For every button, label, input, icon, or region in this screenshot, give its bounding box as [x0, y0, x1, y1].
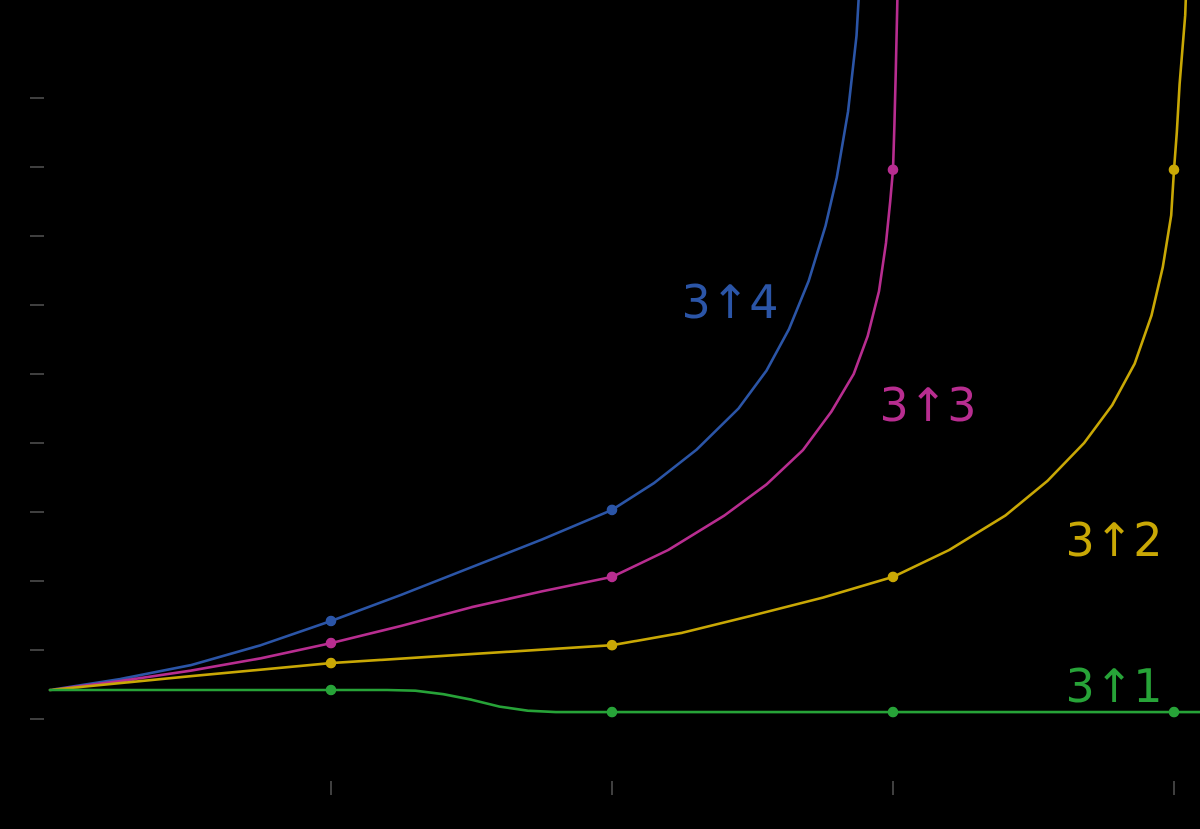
curve-label-3-up-1: 3↑1 [1065, 659, 1162, 713]
curve-label-3-up-4: 3↑4 [681, 275, 778, 329]
marker-dot-3-up-1 [606, 706, 618, 718]
curve-label-3-up-3: 3↑3 [879, 378, 976, 432]
marker-dot-3-up-1 [1168, 706, 1180, 718]
curve-3-up-3 [48, 0, 899, 692]
marker-dot-3-up-3 [325, 637, 337, 649]
marker-dot-3-up-2 [606, 639, 618, 651]
marker-dot-3-up-3 [887, 164, 899, 176]
marker-dot-3-up-2 [887, 571, 899, 583]
curve-3-up-1 [48, 688, 1200, 714]
marker-dot-3-up-4 [325, 615, 337, 627]
marker-dot-3-up-1 [887, 706, 899, 718]
marker-dot-3-up-1 [325, 684, 337, 696]
marker-dot-3-up-3 [606, 571, 618, 583]
curve-label-3-up-2: 3↑2 [1065, 513, 1162, 567]
curve-3-up-2 [48, 0, 1188, 692]
marker-dot-3-up-2 [325, 657, 337, 669]
curve-3-up-4 [48, 0, 860, 692]
marker-dot-3-up-2 [1168, 164, 1180, 176]
marker-dot-3-up-4 [606, 504, 618, 516]
